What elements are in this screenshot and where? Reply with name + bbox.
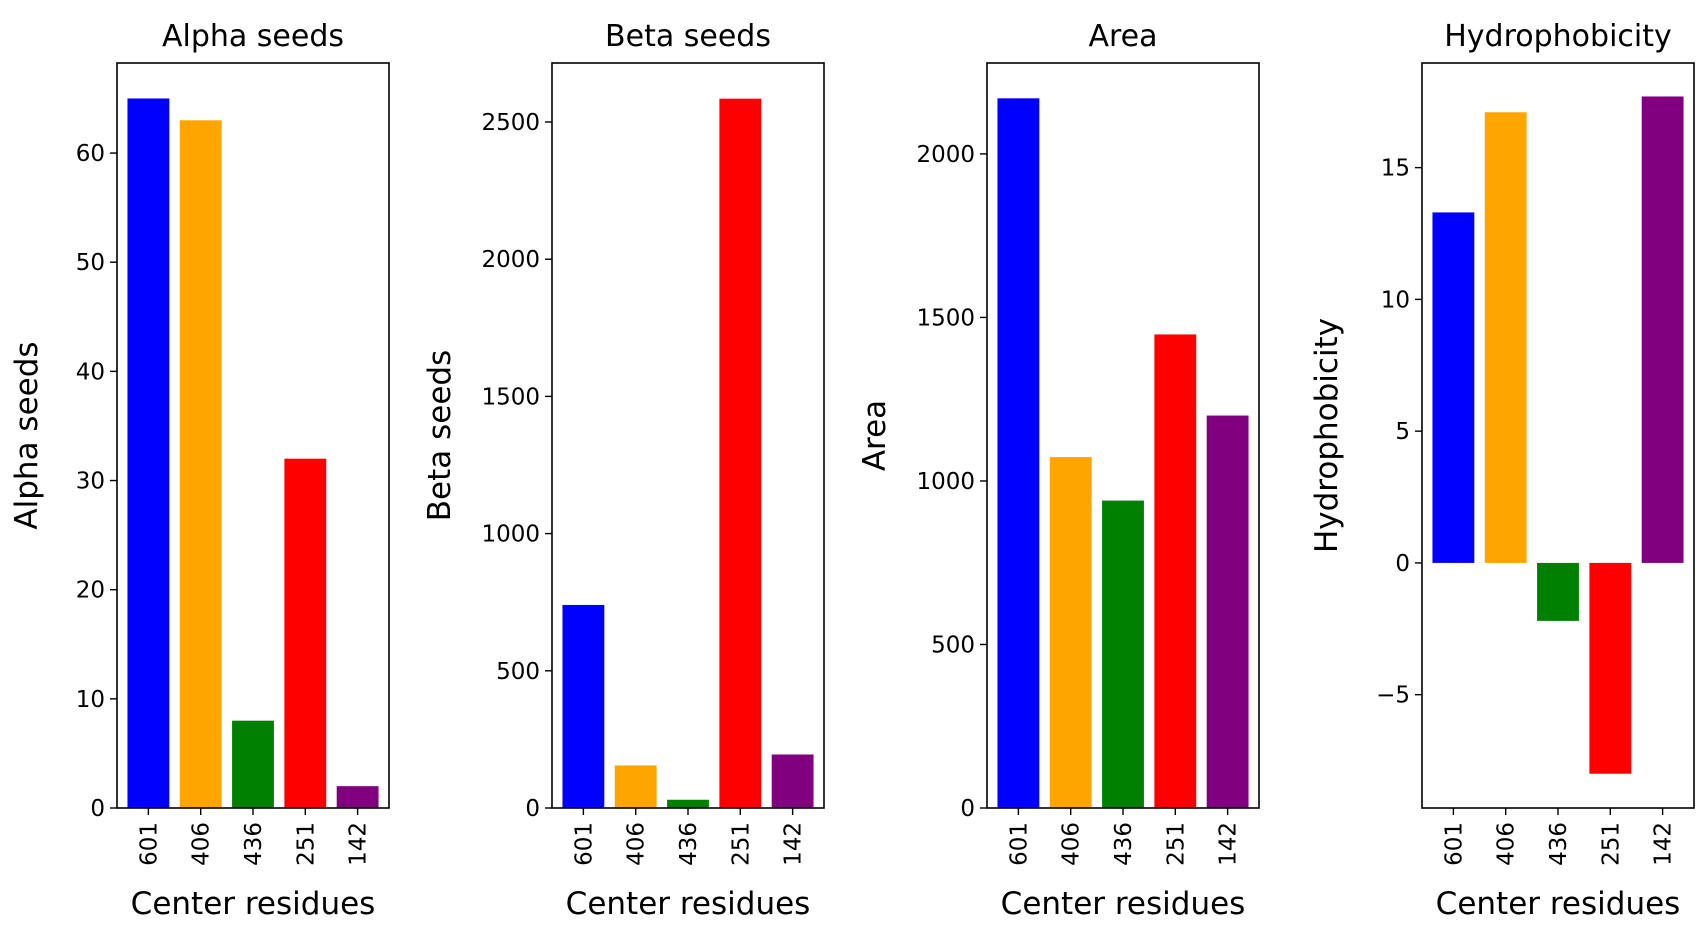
bar-601 xyxy=(997,98,1040,809)
x-tick-label: 406 xyxy=(189,822,215,866)
y-tick-label: −5 xyxy=(1376,683,1410,709)
bar-251 xyxy=(284,458,327,808)
x-axis-label: Center residues xyxy=(1001,886,1246,922)
x-axis-label: Center residues xyxy=(566,886,811,922)
y-tick-label: 500 xyxy=(931,632,975,658)
y-tick-label: 15 xyxy=(1381,156,1410,182)
x-tick-label: 601 xyxy=(136,822,162,866)
y-tick-label: 1500 xyxy=(481,384,540,410)
y-axis-label: Hydrophobicity xyxy=(1309,318,1345,553)
x-tick-label: 601 xyxy=(1441,822,1467,866)
chart-panel-4: −5 0 5 10 15 601 406 436 251 142 Hydrophobicity Cen… xyxy=(1309,19,1695,922)
x-tick-label: 406 xyxy=(1494,822,1520,866)
y-axis-label: Area xyxy=(857,400,893,471)
y-tick-label: 0 xyxy=(1395,551,1410,577)
x-tick-label: 406 xyxy=(1059,822,1085,866)
y-tick-label: 60 xyxy=(76,141,105,167)
chart-panel-3: 0 500 1000 1500 2000 601 406 436 251 142 Area Cente… xyxy=(857,19,1260,922)
y-tick-label: 1500 xyxy=(916,305,975,331)
x-tick-label: 142 xyxy=(781,822,807,866)
y-tick-label: 10 xyxy=(76,687,105,713)
y-tick-label: 5 xyxy=(1395,419,1410,445)
bar-406 xyxy=(1049,457,1092,808)
x-tick-label: 142 xyxy=(1651,822,1677,866)
x-tick-label: 436 xyxy=(1546,822,1572,866)
y-axis-label: Beta seeds xyxy=(422,350,458,521)
y-tick-label: 0 xyxy=(525,796,540,822)
y-tick-label: 1000 xyxy=(916,469,975,495)
y-tick-label: 500 xyxy=(496,659,540,685)
bar-251 xyxy=(719,98,762,809)
y-tick-label: 40 xyxy=(76,359,105,385)
y-tick-label: 1000 xyxy=(481,522,540,548)
x-tick-label: 601 xyxy=(571,822,597,866)
x-tick-label: 406 xyxy=(624,822,650,866)
y-tick-label: 20 xyxy=(76,578,105,604)
x-axis-label: Center residues xyxy=(131,886,376,922)
x-tick-label: 436 xyxy=(241,822,267,866)
chart-title: Alpha seeds xyxy=(162,19,344,54)
bar-142 xyxy=(1206,415,1249,808)
y-tick-label: 0 xyxy=(960,796,975,822)
bar-251 xyxy=(1589,562,1632,774)
bar-406 xyxy=(179,120,222,809)
bar-601 xyxy=(562,604,605,808)
y-tick-label: 2500 xyxy=(481,110,540,136)
x-tick-label: 251 xyxy=(1598,822,1624,866)
chart-panel-2: 0 500 1000 1500 2000 2500 601 406 436 251 142 Beta … xyxy=(422,19,825,922)
bar-406 xyxy=(1484,112,1527,563)
bar-251 xyxy=(1154,334,1197,808)
bar-436 xyxy=(667,799,709,808)
x-tick-label: 601 xyxy=(1006,822,1032,866)
x-tick-label: 251 xyxy=(293,822,319,866)
bar-601 xyxy=(127,98,170,808)
bar-406 xyxy=(614,765,657,808)
y-axis-label: Alpha seeds xyxy=(9,341,45,529)
chart-title: Beta seeds xyxy=(605,19,771,54)
chart-panel-1: 0 10 20 30 40 50 60 601 406 436 251 142 Alpha seeds C… xyxy=(9,19,390,922)
bar-142 xyxy=(771,754,814,808)
x-tick-label: 436 xyxy=(676,822,702,866)
y-tick-label: 10 xyxy=(1381,287,1410,313)
y-tick-label: 30 xyxy=(76,469,105,495)
chart-title: Area xyxy=(1088,19,1157,54)
bar-142 xyxy=(336,786,379,808)
x-tick-label: 142 xyxy=(346,822,372,866)
bar-142 xyxy=(1641,96,1684,563)
x-tick-label: 251 xyxy=(728,822,754,866)
y-tick-label: 2000 xyxy=(481,247,540,273)
x-tick-label: 436 xyxy=(1111,822,1137,866)
bar-436 xyxy=(232,720,274,808)
y-tick-label: 50 xyxy=(76,250,105,276)
bar-601 xyxy=(1432,212,1475,563)
y-tick-label: 2000 xyxy=(916,142,975,168)
x-tick-label: 251 xyxy=(1163,822,1189,866)
bar-436 xyxy=(1102,500,1144,808)
x-tick-label: 142 xyxy=(1216,822,1242,866)
y-tick-label: 0 xyxy=(90,796,105,822)
bar-436 xyxy=(1537,562,1579,621)
chart-title: Hydrophobicity xyxy=(1444,19,1672,54)
x-axis-label: Center residues xyxy=(1436,886,1681,922)
